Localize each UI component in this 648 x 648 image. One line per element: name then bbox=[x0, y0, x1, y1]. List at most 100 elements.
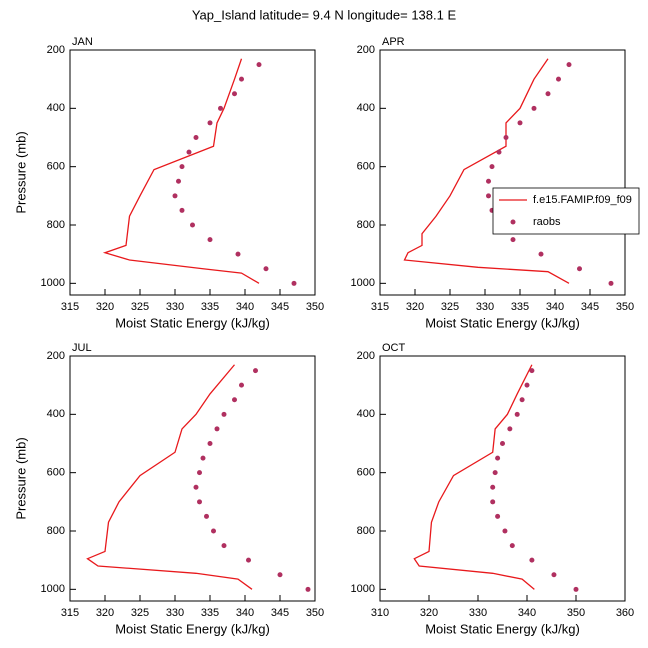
x-tick-label: 340 bbox=[236, 607, 254, 619]
figure-title: Yap_Island latitude= 9.4 N longitude= 13… bbox=[192, 7, 457, 22]
raob-point bbox=[608, 280, 614, 286]
raob-point bbox=[221, 543, 227, 549]
y-axis-label: Pressure (mb) bbox=[13, 437, 28, 519]
x-tick-label: 335 bbox=[201, 607, 219, 619]
plot-frame bbox=[379, 355, 626, 602]
raob-point bbox=[519, 397, 525, 403]
model-line bbox=[86, 364, 253, 590]
model-line bbox=[403, 58, 570, 284]
y-tick-label: 800 bbox=[47, 525, 65, 537]
x-tick-label: 315 bbox=[61, 607, 79, 619]
y-tick-label: 800 bbox=[47, 219, 65, 231]
raob-point bbox=[490, 499, 496, 505]
x-tick-label: 335 bbox=[511, 301, 529, 313]
raob-point bbox=[538, 251, 544, 257]
y-tick-label: 800 bbox=[357, 525, 375, 537]
raob-point bbox=[207, 441, 213, 446]
x-tick-label: 325 bbox=[131, 301, 149, 313]
raob-point bbox=[492, 470, 498, 476]
raob-point bbox=[239, 382, 244, 388]
raob-point bbox=[489, 164, 495, 170]
y-tick-label: 400 bbox=[357, 408, 375, 420]
model-line bbox=[413, 364, 535, 590]
raob-point bbox=[503, 135, 509, 140]
panel-title: JUL bbox=[72, 342, 92, 354]
raob-point bbox=[211, 528, 216, 534]
model-line bbox=[102, 58, 260, 284]
x-tick-label: 350 bbox=[306, 607, 324, 619]
raob-point bbox=[256, 62, 262, 68]
raob-point bbox=[176, 178, 181, 184]
raob-point bbox=[551, 572, 557, 578]
x-tick-label: 320 bbox=[96, 607, 114, 619]
y-tick-label: 200 bbox=[357, 350, 375, 362]
raob-point bbox=[263, 266, 269, 272]
panel-title: JAN bbox=[72, 36, 93, 48]
raob-point bbox=[305, 586, 311, 592]
raob-point bbox=[190, 222, 195, 228]
y-tick-label: 1000 bbox=[351, 583, 375, 595]
x-tick-label: 340 bbox=[546, 301, 564, 313]
raob-point bbox=[232, 397, 237, 403]
raob-point bbox=[517, 120, 523, 126]
raob-point bbox=[529, 368, 535, 374]
raob-point bbox=[193, 135, 199, 140]
raob-point bbox=[514, 411, 520, 417]
x-tick-label: 330 bbox=[476, 301, 494, 313]
raob-point bbox=[253, 368, 258, 374]
raob-point bbox=[577, 266, 582, 272]
raob-point bbox=[496, 149, 502, 155]
x-tick-label: 350 bbox=[567, 607, 585, 619]
raob-point bbox=[573, 586, 579, 592]
raob-point bbox=[232, 91, 237, 97]
raob-point bbox=[204, 513, 209, 519]
raob-point bbox=[235, 251, 241, 257]
raob-point bbox=[218, 105, 223, 111]
raob-point bbox=[179, 207, 185, 213]
raob-point bbox=[502, 528, 508, 534]
raob-point bbox=[291, 280, 297, 286]
raob-point bbox=[490, 484, 496, 490]
x-axis-label: Moist Static Energy (kJ/kg) bbox=[115, 315, 270, 330]
raob-point bbox=[486, 178, 491, 184]
raob-point bbox=[186, 149, 192, 155]
x-tick-label: 330 bbox=[166, 301, 184, 313]
raob-point bbox=[214, 426, 220, 432]
x-tick-label: 310 bbox=[371, 607, 389, 619]
raob-point bbox=[277, 572, 283, 578]
x-tick-label: 340 bbox=[518, 607, 536, 619]
legend-box bbox=[492, 187, 640, 235]
raob-point bbox=[495, 455, 501, 461]
raob-point bbox=[207, 120, 213, 126]
raob-point bbox=[524, 382, 530, 388]
x-tick-label: 350 bbox=[616, 301, 634, 313]
y-tick-label: 1000 bbox=[41, 277, 65, 289]
raob-point bbox=[221, 411, 227, 417]
x-tick-label: 345 bbox=[271, 607, 289, 619]
raob-point bbox=[239, 76, 244, 82]
raob-point bbox=[179, 164, 185, 170]
legend-symbol bbox=[510, 219, 516, 225]
plot-frame bbox=[69, 355, 316, 602]
x-axis-label: Moist Static Energy (kJ/kg) bbox=[425, 315, 580, 330]
raob-point bbox=[495, 513, 501, 519]
raob-point bbox=[510, 237, 516, 243]
panel-title: OCT bbox=[382, 342, 406, 354]
x-tick-label: 350 bbox=[306, 301, 324, 313]
raob-point bbox=[246, 557, 251, 563]
raob-point bbox=[507, 426, 513, 432]
x-tick-label: 345 bbox=[271, 301, 289, 313]
x-tick-label: 330 bbox=[166, 607, 184, 619]
raob-point bbox=[486, 193, 491, 199]
y-tick-label: 200 bbox=[357, 44, 375, 56]
x-tick-label: 325 bbox=[131, 607, 149, 619]
x-tick-label: 345 bbox=[581, 301, 599, 313]
raob-point bbox=[545, 91, 551, 97]
plot-frame bbox=[379, 49, 626, 296]
legend-label: f.e15.FAMIP.f09_f09 bbox=[533, 194, 632, 206]
y-tick-label: 1000 bbox=[41, 583, 65, 595]
x-tick-label: 315 bbox=[61, 301, 79, 313]
x-axis-label: Moist Static Energy (kJ/kg) bbox=[425, 621, 580, 636]
legend-label: raobs bbox=[533, 216, 561, 228]
raob-point bbox=[197, 499, 202, 505]
